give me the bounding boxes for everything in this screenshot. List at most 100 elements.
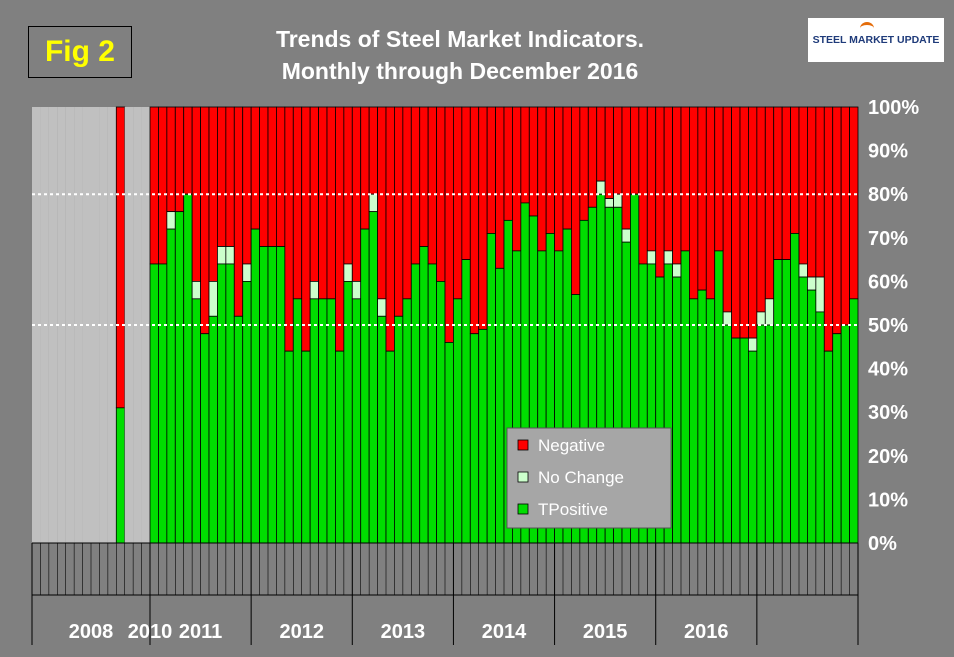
legend-swatch: [517, 439, 529, 451]
positive-bar: [731, 337, 741, 544]
y-tick-label: 50%: [868, 315, 908, 337]
no-change-bar: [309, 280, 319, 300]
no-change-bar: [343, 263, 353, 282]
no-change-bar: [242, 263, 252, 282]
negative-bar: [461, 106, 471, 261]
positive-bar: [486, 233, 496, 544]
negative-bar: [840, 106, 850, 326]
negative-bar: [714, 106, 724, 252]
negative-bar: [469, 106, 480, 335]
negative-bar: [537, 106, 547, 252]
positive-bar: [427, 263, 437, 544]
negative-bar: [250, 106, 260, 230]
negative-bar: [200, 106, 210, 335]
negative-bar: [503, 106, 513, 221]
negative-bar: [655, 106, 665, 278]
negative-bar: [680, 106, 690, 252]
negative-bar: [368, 106, 378, 195]
negative-bar: [402, 106, 412, 300]
negative-bar: [318, 106, 328, 300]
y-tick-label: 100%: [868, 97, 919, 119]
positive-bar: [301, 350, 311, 544]
y-tick-label: 90%: [868, 141, 908, 163]
year-label: 2012: [279, 621, 324, 643]
year-label: 2016: [684, 621, 729, 643]
logo-text: STEEL MARKET UPDATE: [812, 34, 940, 46]
positive-bar: [225, 263, 235, 544]
negative-bar: [115, 106, 126, 409]
negative-bar: [672, 106, 682, 265]
positive-bar: [402, 298, 412, 544]
negative-bar: [764, 106, 775, 300]
positive-bar: [781, 259, 791, 544]
negative-bar: [781, 106, 791, 261]
no-change-bar: [748, 337, 758, 352]
positive-bar: [495, 267, 505, 544]
y-tick-label: 40%: [868, 359, 908, 381]
positive-bar: [149, 263, 159, 544]
positive-bar: [242, 280, 252, 544]
gap-bar: [74, 107, 83, 543]
no-change-bar: [807, 276, 817, 291]
positive-bar: [478, 328, 488, 544]
negative-bar: [233, 106, 244, 317]
steel-market-update-logo: STEEL MARKET UPDATE: [808, 18, 944, 62]
negative-bar: [790, 106, 800, 234]
negative-bar: [562, 106, 572, 230]
year-label: 2013: [381, 621, 426, 643]
no-change-bar: [672, 263, 682, 278]
negative-bar: [638, 106, 648, 265]
negative-bar: [579, 106, 589, 221]
positive-bar: [680, 250, 690, 544]
no-change-bar: [191, 280, 201, 300]
negative-bar: [773, 106, 783, 261]
positive-bar: [697, 289, 707, 544]
positive-bar: [166, 228, 176, 544]
gap-bar: [99, 107, 108, 543]
negative-bar: [335, 106, 345, 352]
positive-bar: [276, 246, 286, 544]
negative-bar: [621, 106, 631, 230]
negative-bar: [756, 106, 766, 313]
legend-label: No Change: [538, 468, 624, 487]
chart-title-line-1: Trends of Steel Market Indicators.: [275, 26, 645, 52]
negative-bar: [646, 106, 657, 252]
negative-bar: [377, 106, 387, 300]
figure-label: Fig 2: [28, 26, 132, 78]
legend-swatch: [517, 471, 529, 483]
negative-bar: [158, 106, 168, 265]
y-tick-label: 30%: [868, 402, 908, 424]
negative-bar: [284, 106, 294, 352]
negative-bar: [613, 106, 623, 195]
no-change-bar: [756, 311, 766, 326]
negative-bar: [149, 106, 159, 265]
positive-bar: [335, 350, 345, 544]
positive-bar: [410, 263, 421, 544]
negative-bar: [571, 106, 581, 295]
negative-bar: [360, 106, 370, 230]
positive-bar: [461, 259, 471, 544]
negative-bar: [419, 106, 429, 247]
positive-bar: [217, 263, 227, 544]
chart-title-line-2: Monthly through December 2016: [281, 58, 639, 84]
negative-bar: [385, 106, 395, 352]
year-label: 2011: [179, 621, 222, 643]
negative-bar: [259, 106, 269, 247]
positive-bar: [849, 298, 859, 544]
no-change-bar: [613, 193, 623, 208]
positive-bar: [191, 298, 201, 544]
negative-bar: [748, 106, 758, 339]
legend-box: [506, 427, 672, 529]
no-change-bar: [217, 246, 227, 265]
negative-bar: [739, 106, 749, 339]
y-tick-label: 80%: [868, 184, 908, 206]
positive-bar: [714, 250, 724, 544]
negative-bar: [343, 106, 353, 265]
positive-bar: [705, 298, 716, 544]
gap-bar: [48, 107, 58, 543]
negative-bar: [807, 106, 817, 278]
positive-bar: [790, 233, 800, 544]
positive-bar: [832, 333, 842, 544]
positive-bar: [419, 246, 429, 544]
